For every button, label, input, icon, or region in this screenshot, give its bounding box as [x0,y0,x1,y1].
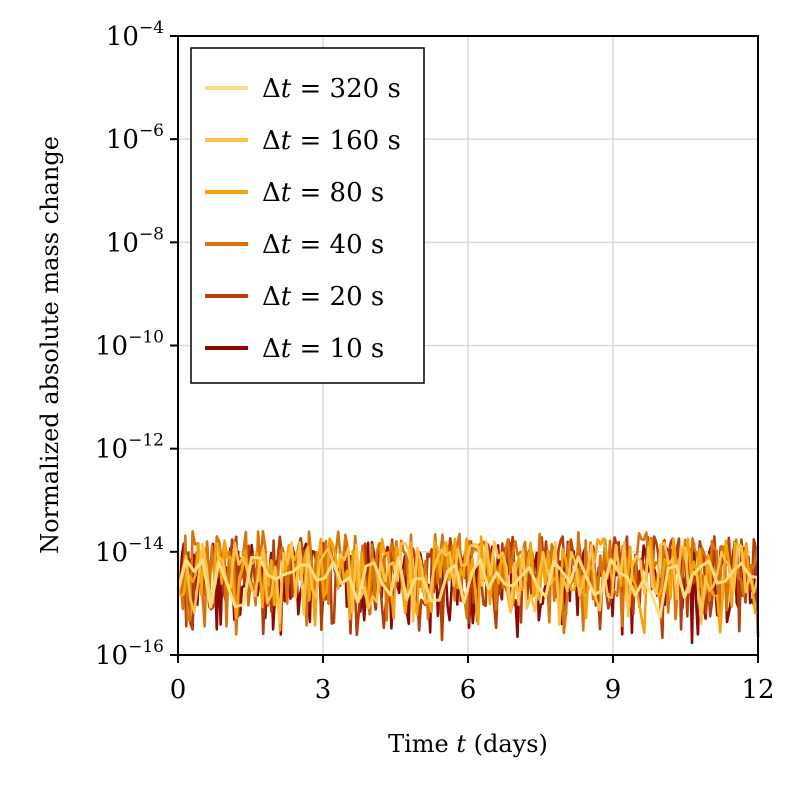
y-axis-label: Normalized absolute mass change [36,136,64,554]
legend-box [190,47,425,384]
legend-label-40s: Δt = 40 s [262,230,384,260]
legend-label-10s: Δt = 10 s [262,334,384,364]
x-tick-label: 3 [315,675,332,705]
legend-label-20s: Δt = 20 s [262,282,384,312]
y-tick-label: 10−8 [106,224,164,258]
legend-label-160s: Δt = 160 s [262,126,401,156]
legend-label-80s: Δt = 80 s [262,178,384,208]
series-line-320s [176,555,759,619]
legend: Δt = 320 s Δt = 160 s Δt = 80 s Δt = 40 s Δt… [190,47,425,384]
y-tick-label: 10−4 [106,18,164,52]
x-tick-label: 12 [741,675,774,705]
y-tick-label: 10−16 [95,637,164,671]
series-layer [176,530,760,645]
y-tick-label: 10−10 [95,328,164,362]
y-tick-label: 10−12 [95,431,164,465]
x-tick-label: 9 [605,675,622,705]
x-tick-label: 0 [170,675,187,705]
x-axis-label: Time t (days) [388,730,548,758]
legend-label-320s: Δt = 320 s [262,74,401,104]
x-tick-label: 6 [460,675,477,705]
series-line-160s [176,540,760,627]
axis-ticks: 0 3 6 9 12 10−4 10−6 10−8 10−10 10−12 10−14 10−16 [95,18,775,705]
y-tick-label: 10−6 [106,121,164,155]
y-tick-label: 10−14 [95,534,164,568]
